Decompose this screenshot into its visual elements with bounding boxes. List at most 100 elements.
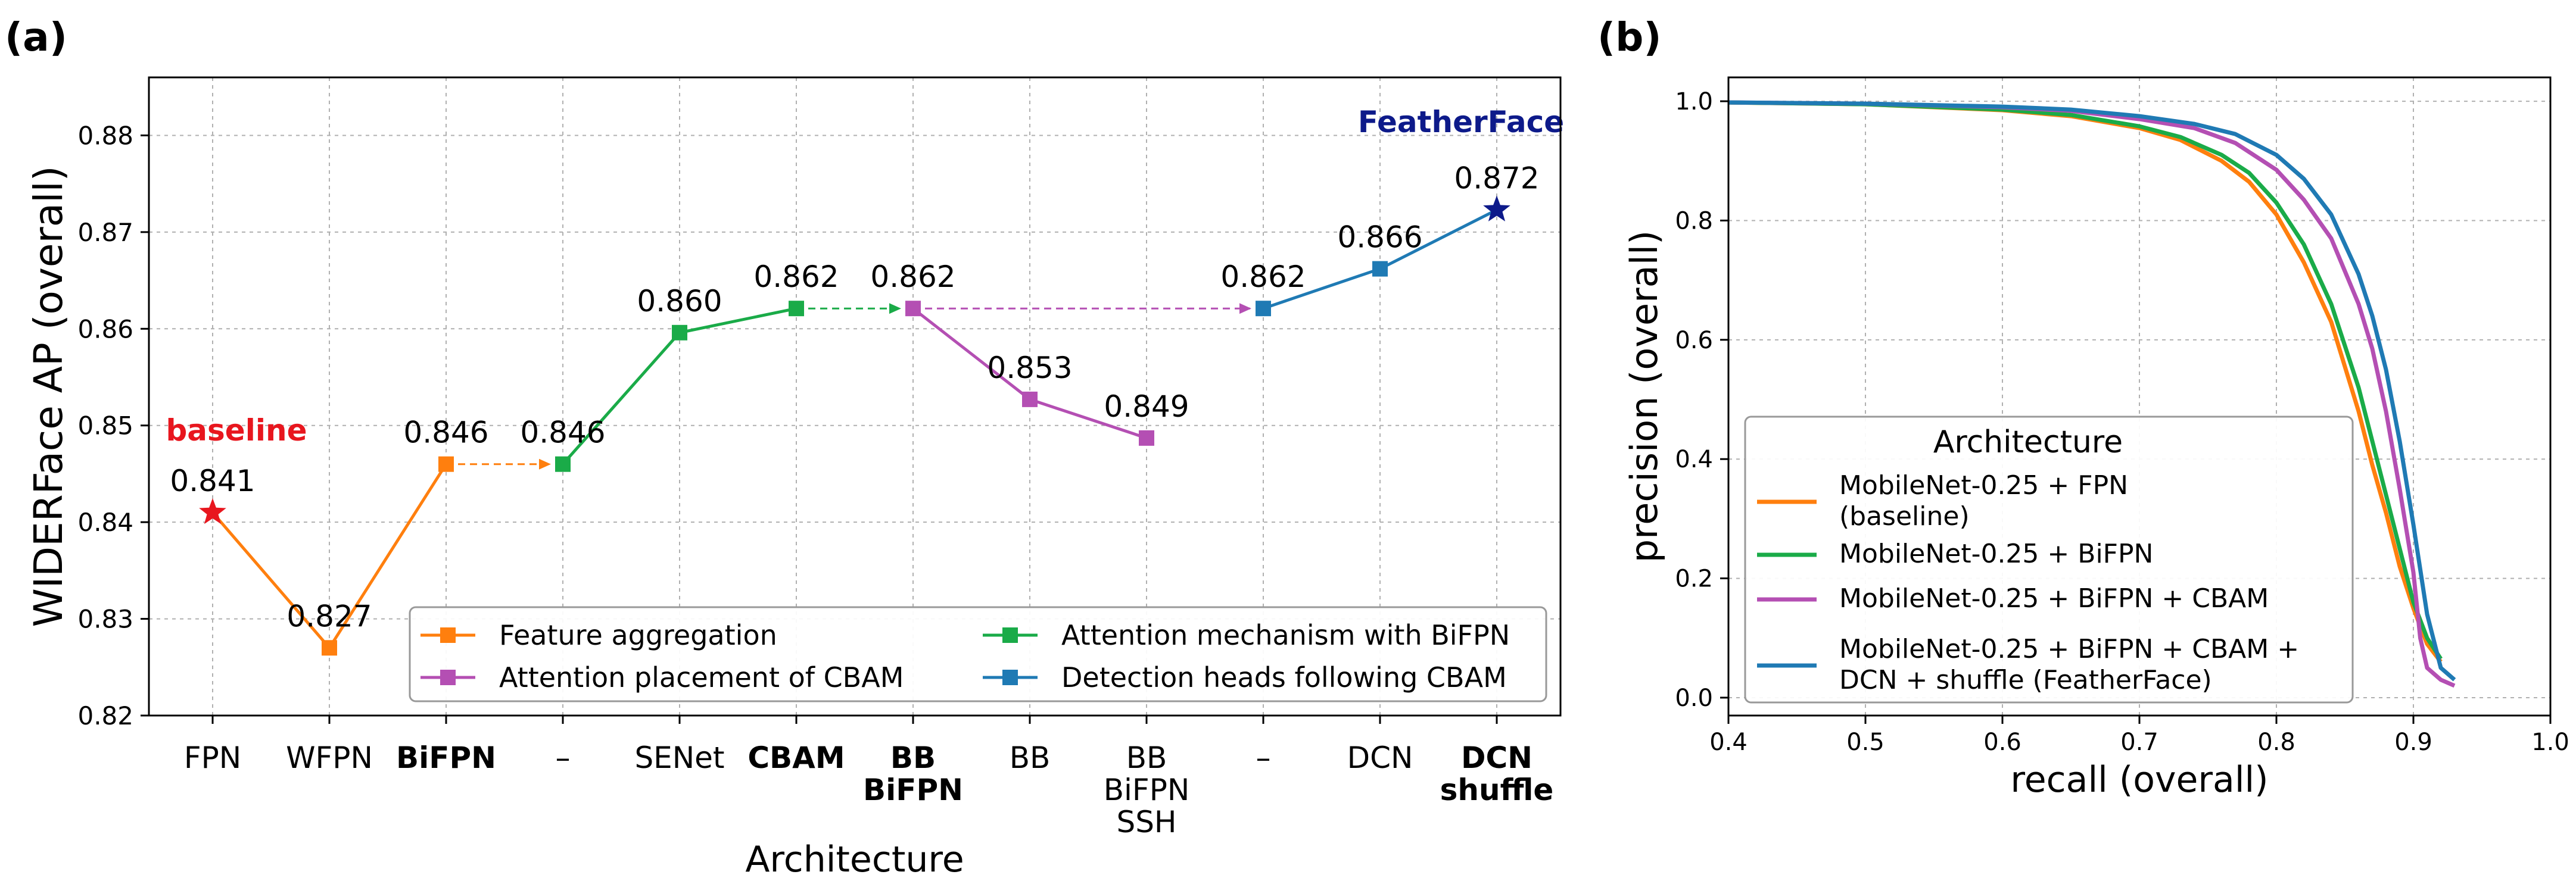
x-tick-label: BB: [1126, 741, 1167, 775]
panel-b-y-axis-label: precision (overall): [1622, 230, 1666, 563]
legend-swatch-marker: [440, 670, 456, 685]
legend-label: Attention placement of CBAM: [499, 661, 904, 694]
x-tick-label: 1.0: [2531, 729, 2569, 756]
data-point-marker: [905, 301, 921, 317]
legend-label: Detection heads following CBAM: [1061, 661, 1507, 694]
y-tick-label: 0.8: [1675, 207, 1713, 235]
panel-a-legend: Feature aggregation Attention placement o…: [409, 606, 1547, 702]
value-label: 0.872: [1454, 161, 1539, 196]
panel-a-x-axis-label: Architecture: [745, 839, 964, 880]
x-tick-label: CBAM: [747, 741, 845, 775]
legend-label: Attention mechanism with BiFPN: [1061, 619, 1510, 651]
legend-label: MobileNet-0.25 + BiFPN + CBAM: [1839, 583, 2269, 614]
x-tick-label: 0.8: [2257, 729, 2295, 756]
pr-curve-4: [1728, 100, 2456, 682]
x-tick-label: BiFPN: [863, 773, 963, 807]
x-tick-label: –: [556, 741, 571, 775]
value-label: 0.827: [286, 599, 372, 633]
x-tick-label: DCN: [1347, 741, 1413, 775]
panel-b-series: [1728, 100, 2456, 688]
panel-a-value-labels: 0.841 0.827 0.846 0.846 0.860 0.862 0.862 0.853…: [170, 161, 1539, 634]
value-label: 0.862: [753, 260, 839, 294]
value-label: 0.846: [520, 416, 605, 450]
panel-a-dashed-links: [446, 303, 1251, 470]
y-tick-label: 1.0: [1675, 88, 1713, 115]
legend-label: Feature aggregation: [499, 619, 777, 651]
value-label: 0.841: [170, 464, 255, 498]
value-label: 0.860: [637, 284, 722, 318]
link-arrowhead: [539, 458, 551, 470]
y-tick-label: 0.83: [77, 605, 133, 634]
x-tick-label: 0.9: [2394, 729, 2432, 756]
x-tick-label: SENet: [634, 741, 724, 775]
x-tick-label: BB: [1010, 741, 1051, 775]
y-tick-label: 0.2: [1675, 566, 1713, 593]
panel-a-plot-frame: [148, 76, 1562, 717]
data-point-marker: [438, 456, 454, 472]
x-tick-label: –: [1256, 741, 1271, 775]
y-tick-label: 0.85: [77, 411, 133, 441]
x-tick-label: shuffle: [1440, 773, 1554, 807]
y-tick-label: 0.86: [77, 314, 133, 343]
data-point-marker: [1372, 261, 1388, 277]
panel-label-b: (b): [1597, 14, 1662, 60]
x-tick-label: 0.4: [1709, 729, 1748, 756]
x-tick-label: BiFPN: [1104, 773, 1190, 807]
panel-b-y-ticks: 0.0 0.2 0.4 0.6 0.8 1.0: [1675, 88, 1728, 712]
legend-label: MobileNet-0.25 + BiFPN + CBAM +: [1839, 634, 2299, 664]
x-tick-label: FPN: [184, 741, 241, 775]
panel-b-plot-frame: [1727, 76, 2552, 717]
legend-label: DCN + shuffle (FeatherFace): [1839, 665, 2212, 695]
legend-label: (baseline): [1839, 501, 1970, 532]
y-tick-label: 0.82: [77, 701, 133, 730]
panel-b-x-ticks: 0.4 0.5 0.6 0.7 0.8 0.9 1.0: [1709, 716, 2569, 756]
x-tick-label: 0.5: [1846, 729, 1885, 756]
legend-box: [409, 606, 1547, 702]
legend-swatch-marker: [440, 627, 456, 643]
y-tick-label: 0.6: [1675, 327, 1713, 354]
pr-curve-2: [1728, 100, 2443, 660]
x-tick-label: 0.7: [2120, 729, 2158, 756]
star-marker: [199, 498, 226, 524]
annotation-label: baseline: [166, 413, 307, 448]
legend-box: [1744, 416, 2354, 704]
data-point-marker: [789, 301, 804, 317]
star-marker: [1483, 195, 1510, 221]
panel-a-series: [199, 195, 1510, 656]
value-label: 0.846: [403, 416, 488, 450]
panel-b-x-axis-label: recall (overall): [2010, 759, 2268, 801]
value-label: 0.849: [1104, 389, 1189, 424]
value-label: 0.866: [1337, 220, 1422, 255]
y-tick-label: 0.84: [77, 508, 133, 537]
y-tick-label: 0.4: [1675, 446, 1713, 473]
legend-swatch-marker: [1002, 670, 1018, 685]
value-label: 0.862: [1220, 260, 1306, 294]
x-tick-label: DCN: [1461, 741, 1532, 775]
data-point-marker: [672, 324, 687, 341]
panel-a-annotations: baseline FeatherFace: [166, 105, 1565, 448]
legend-title: Architecture: [1933, 424, 2123, 460]
panel-a-y-axis-label: WIDERFace AP (overall): [26, 165, 71, 627]
panel-label-a: (a): [5, 14, 67, 60]
x-tick-label: 0.6: [1983, 729, 2021, 756]
data-point-marker: [1139, 430, 1154, 446]
x-tick-label: BiFPN: [396, 741, 496, 775]
y-tick-label: 0.88: [77, 121, 133, 150]
x-tick-label: WFPN: [286, 741, 373, 775]
x-tick-label: BB: [890, 741, 936, 775]
legend-swatch-marker: [1002, 627, 1018, 643]
link-arrowhead: [1239, 303, 1251, 314]
value-label: 0.853: [987, 351, 1072, 385]
annotation-label: FeatherFace: [1358, 105, 1564, 139]
link-arrowhead: [889, 303, 901, 314]
legend-label: MobileNet-0.25 + FPN: [1839, 470, 2128, 501]
data-point-marker: [555, 456, 571, 472]
y-tick-label: 0.0: [1675, 685, 1713, 712]
data-point-marker: [322, 640, 337, 656]
x-tick-label: SSH: [1116, 805, 1176, 839]
panel-a-y-ticks: 0.82 0.83 0.84 0.85 0.86 0.87 0.88: [77, 121, 149, 730]
value-label: 0.862: [870, 260, 955, 294]
panel-b-legend: Architecture MobileNet-0.25 + FPN(baselin…: [1744, 416, 2354, 704]
